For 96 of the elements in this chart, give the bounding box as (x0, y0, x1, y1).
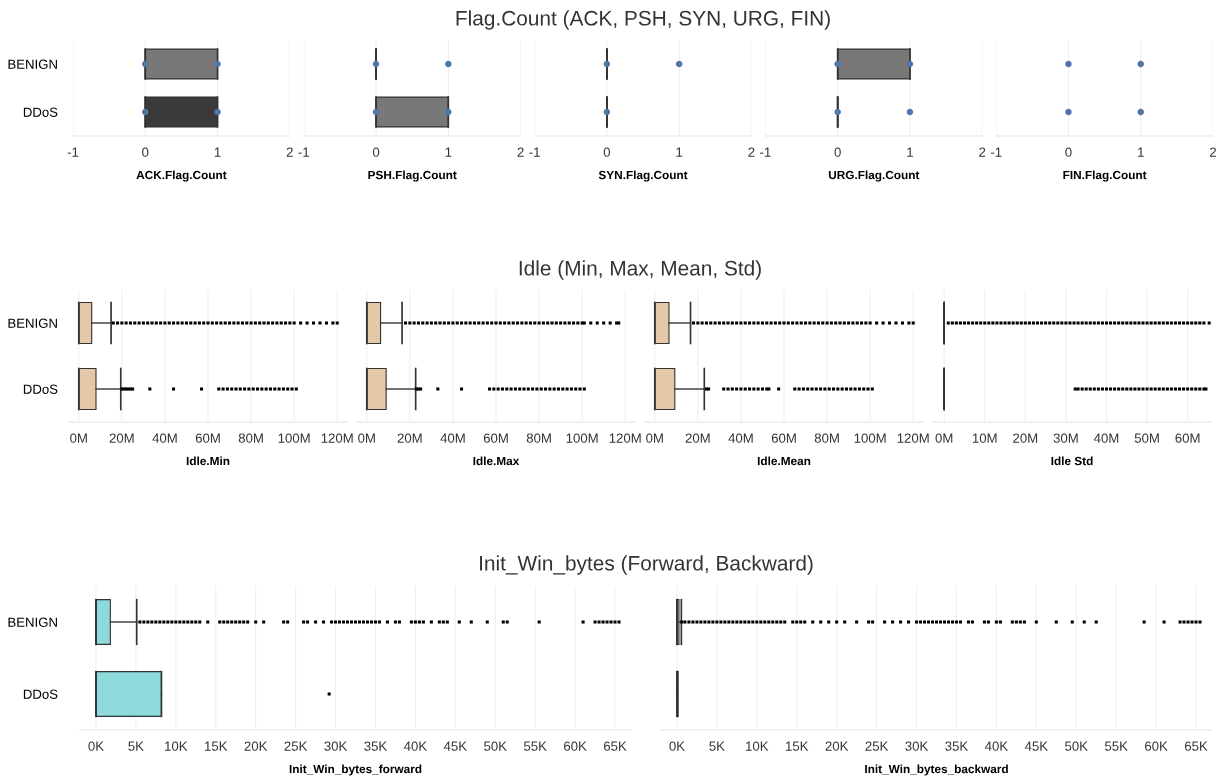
x-tick-label: 0M (646, 433, 663, 443)
x-tick-label: 1 (214, 147, 221, 157)
x-tick-label: 60M (771, 433, 796, 443)
x-tick-label: 100M (854, 433, 886, 443)
x-tick-label: -1 (990, 147, 1002, 157)
x-axis-title: Idle.Max (473, 456, 520, 466)
x-tick-label: 0 (834, 147, 841, 157)
x-tick-label: 10K (746, 741, 769, 751)
x-tick-label: -1 (67, 147, 79, 157)
x-axis-title: FIN.Flag.Count (1063, 170, 1147, 182)
x-axis-title: Idle Std (1051, 456, 1093, 466)
x-tick-label: 2 (748, 147, 755, 157)
x-tick-label: 0M (358, 433, 375, 443)
x-axis-title: PSH.Flag.Count (368, 170, 457, 182)
x-tick-label: 80M (814, 433, 839, 443)
y-tick-label: DDoS (23, 384, 58, 394)
x-tick-label: 20M (1013, 433, 1038, 443)
x-tick-label: 2 (979, 147, 986, 157)
text: Idle (Min, Max, Mean, Std) (519, 260, 761, 280)
x-tick-label: 20K (825, 741, 849, 751)
x-tick-label: 1 (676, 147, 683, 157)
x-axis-title: Init_Win_bytes_forward (289, 764, 422, 776)
y-tick-label: BENIGN (8, 59, 57, 69)
x-tick-label: 2 (286, 147, 293, 157)
x-tick-label: 10K (165, 741, 188, 751)
x-tick-label: 40K (403, 741, 427, 751)
x-axis-title: Idle.Mean (757, 456, 811, 466)
x-tick-label: 60M (195, 433, 220, 443)
x-tick-label: 2 (1210, 147, 1217, 157)
text: Init_Win_bytes (Forward, Backward) (480, 555, 813, 575)
x-tick-label: 40M (1093, 433, 1119, 443)
x-tick-label: 55K (523, 741, 547, 751)
x-tick-label: -1 (298, 147, 310, 157)
x-tick-label: 20K (244, 741, 268, 751)
x-tick-label: 35K (945, 741, 969, 751)
x-tick-label: 40M (440, 433, 465, 443)
x-tick-label: 0 (142, 147, 149, 157)
x-axis-title: Init_Win_bytes_backward (865, 764, 1008, 776)
x-tick-label: -1 (529, 147, 540, 157)
x-tick-label: 0K (88, 741, 104, 751)
y-tick-label: BENIGN (8, 318, 57, 328)
x-tick-label: 100M (278, 433, 310, 443)
x-axis-title: URG.Flag.Count (828, 170, 920, 182)
x-tick-label: 1 (907, 147, 913, 157)
x-tick-label: 45K (1024, 741, 1048, 751)
x-tick-label: 1 (445, 147, 452, 157)
x-tick-label: 0 (1065, 147, 1072, 157)
x-axis-title: SYN.Flag.Count (598, 170, 688, 182)
x-tick-label: 60M (1175, 433, 1200, 443)
x-axis-title: ACK.Flag.Count (136, 170, 227, 182)
x-tick-label: 40M (728, 433, 753, 443)
x-tick-label: 30K (324, 741, 348, 751)
x-tick-label: 65K (603, 741, 627, 751)
x-axis-title: Idle.Min (186, 456, 230, 466)
x-tick-label: 50K (1065, 741, 1088, 751)
x-tick-label: 5K (709, 741, 725, 751)
x-tick-label: 0 (372, 147, 380, 157)
x-tick-label: 100M (566, 433, 598, 443)
x-tick-label: 30M (1053, 433, 1078, 443)
x-tick-label: 40K (984, 741, 1008, 751)
x-tick-label: 120M (609, 433, 641, 443)
x-tick-label: -1 (760, 147, 771, 157)
x-tick-label: 15K (786, 741, 809, 751)
x-tick-label: 30K (905, 741, 929, 751)
y-tick-label: DDoS (23, 107, 58, 117)
x-tick-label: 25K (284, 741, 308, 751)
x-tick-label: 20M (685, 433, 710, 443)
x-tick-label: 55K (1104, 741, 1128, 751)
x-tick-label: 15K (205, 741, 228, 751)
x-tick-label: 45K (443, 741, 467, 751)
x-tick-label: 10M (972, 433, 997, 443)
x-tick-label: 25K (865, 741, 889, 751)
text: Flag.Count (ACK, PSH, SYN, URG, FIN) (456, 10, 830, 30)
x-tick-label: 60K (1145, 741, 1168, 751)
x-tick-label: 50K (484, 741, 507, 751)
x-tick-label: 65K (1184, 741, 1208, 751)
x-tick-label: 60K (564, 741, 587, 751)
x-tick-label: 0 (603, 147, 611, 157)
x-tick-label: 80M (526, 433, 551, 443)
x-tick-label: 35K (364, 741, 388, 751)
x-tick-label: 60M (483, 433, 508, 443)
x-tick-label: 0M (70, 433, 87, 443)
x-tick-label: 2 (517, 147, 524, 157)
y-tick-label: BENIGN (8, 617, 57, 627)
x-tick-label: 120M (321, 433, 353, 443)
x-tick-label: 40M (152, 433, 177, 443)
x-tick-label: 1 (1138, 147, 1144, 157)
x-tick-label: 20M (397, 433, 422, 443)
x-tick-label: 80M (238, 433, 263, 443)
x-tick-label: 50M (1134, 433, 1159, 443)
x-tick-label: 20M (109, 433, 134, 443)
y-tick-label: DDoS (23, 689, 58, 699)
x-tick-label: 5K (128, 741, 144, 751)
x-tick-label: 0M (935, 433, 953, 443)
x-tick-label: 120M (897, 433, 929, 443)
x-tick-label: 0K (669, 741, 685, 751)
